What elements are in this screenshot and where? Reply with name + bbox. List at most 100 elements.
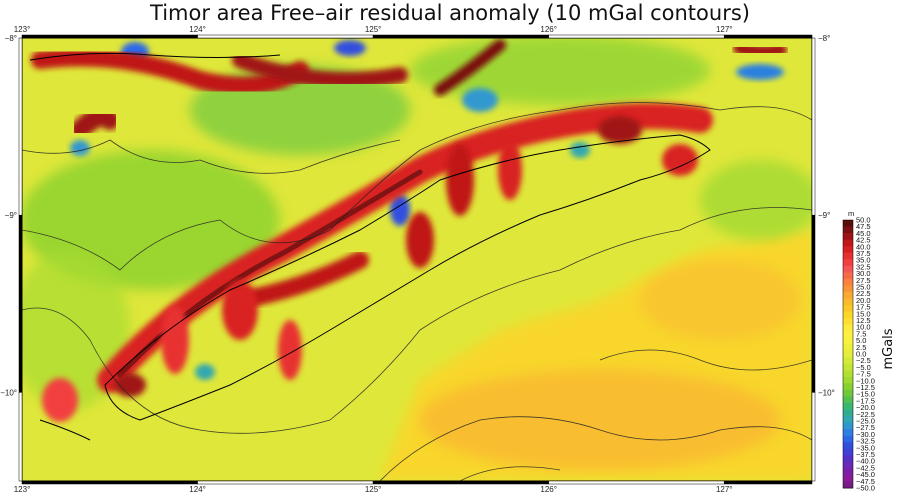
colorbar-label: 2.5	[856, 343, 866, 352]
colorbar-labels: 50.047.545.042.540.037.535.032.530.027.5…	[856, 216, 875, 493]
colorbar-swatch	[843, 370, 853, 378]
colorbar-swatch	[843, 416, 853, 424]
lon-tick-label-top: 126°	[540, 25, 557, 34]
colorbar-label: −12.5	[856, 383, 875, 392]
longitude-ticks-top: 123° 124° 125° 126° 127°	[14, 25, 733, 34]
lat-tick-label-right: −9°	[818, 211, 830, 220]
colorbar-label: 10.0	[856, 323, 871, 332]
colorbar-swatch	[843, 311, 853, 319]
frame-bar-bottom	[21, 480, 198, 485]
colorbar-label: 0.0	[856, 350, 866, 359]
colorbar-swatch	[843, 324, 853, 332]
frame-bar-bottom	[723, 480, 813, 485]
anomaly-field	[22, 38, 812, 481]
colorbar-label: −47.5	[856, 477, 875, 486]
frame-bar-right	[811, 392, 816, 482]
colorbar-swatch	[843, 357, 853, 365]
colorbar-swatch	[843, 259, 853, 267]
colorbar-swatch	[843, 220, 853, 228]
colorbar-label: 5.0	[856, 336, 866, 345]
colorbar-label: −42.5	[856, 463, 875, 472]
colorbar-label: −45.0	[856, 470, 875, 479]
colorbar-label: −37.5	[856, 450, 875, 459]
colorbar-label: −50.0	[856, 484, 875, 493]
colorbar-label: −5.0	[856, 363, 871, 372]
colorbar-swatch	[843, 252, 853, 260]
colorbar-label: 20.0	[856, 296, 871, 305]
frame-bar-top	[723, 34, 813, 39]
colorbar-label: −10.0	[856, 376, 875, 385]
colorbar-swatch	[843, 396, 853, 404]
colorbar-swatch	[843, 291, 853, 299]
lat-tick-label-right: −10°	[818, 388, 835, 397]
lon-tick-label-top: 127°	[716, 25, 733, 34]
colorbar-label: −7.5	[856, 370, 871, 379]
colorbar-label: −27.5	[856, 423, 875, 432]
frame-bar-bottom	[197, 480, 374, 485]
colorbar-label: −40.0	[856, 457, 875, 466]
frame-bar-top	[197, 34, 374, 39]
colorbar-label: 30.0	[856, 269, 871, 278]
colorbar-swatch	[843, 455, 853, 463]
colorbar-swatch	[843, 403, 853, 411]
lat-tick-label-left: −8°	[5, 34, 17, 43]
colorbar-swatch	[843, 429, 853, 437]
colorbar-swatch	[843, 474, 853, 482]
colorbar-label: 15.0	[856, 309, 871, 318]
colorbar-label: 12.5	[856, 316, 871, 325]
frame-bar-right	[811, 214, 816, 393]
colorbar-swatch	[843, 383, 853, 391]
colorbar-swatch	[843, 233, 853, 241]
colorbar-swatch	[843, 226, 853, 234]
colorbar: m 50.047.545.042.540.037.535.032.530.027…	[842, 209, 896, 493]
frame-bar-top	[548, 34, 725, 39]
colorbar-swatch	[843, 481, 853, 489]
colorbar-label: 22.5	[856, 289, 871, 298]
colorbar-swatch	[843, 468, 853, 476]
colorbar-swatch	[843, 448, 853, 456]
colorbar-label: 35.0	[856, 256, 871, 265]
colorbar-label: 17.5	[856, 303, 871, 312]
lon-tick-label-bottom: 123°	[14, 485, 31, 493]
colorbar-label: 25.0	[856, 283, 871, 292]
longitude-ticks-bottom: 123° 124° 125° 126° 127°	[14, 485, 733, 493]
frame-bar-top	[21, 34, 198, 39]
lon-tick-label-bottom: 127°	[716, 485, 733, 493]
colorbar-label: 37.5	[856, 249, 871, 258]
colorbar-swatches	[842, 219, 854, 489]
colorbar-label: −25.0	[856, 417, 875, 426]
frame-bar-left	[18, 392, 23, 482]
latitude-ticks-left: −8° −9° −10°	[0, 34, 17, 397]
colorbar-label: −22.5	[856, 410, 875, 419]
colorbar-swatch	[843, 442, 853, 450]
colorbar-swatch	[843, 298, 853, 306]
colorbar-swatch	[843, 331, 853, 339]
colorbar-unit: mGals	[881, 328, 896, 369]
lon-tick-label-top: 124°	[189, 25, 206, 34]
colorbar-swatch	[843, 363, 853, 371]
colorbar-swatch	[843, 285, 853, 293]
colorbar-swatch	[843, 435, 853, 443]
map-title: Timor area Free–air residual anomaly (10…	[150, 1, 750, 25]
frame-bar-bottom	[372, 480, 549, 485]
colorbar-swatch	[843, 246, 853, 254]
colorbar-label: −30.0	[856, 430, 875, 439]
lon-tick-label-bottom: 124°	[189, 485, 206, 493]
frame-bar-right	[811, 37, 816, 216]
lat-tick-label-left: −10°	[0, 388, 17, 397]
colorbar-swatch	[843, 422, 853, 430]
colorbar-label: 42.5	[856, 236, 871, 245]
frame-bar-left	[18, 37, 23, 216]
latitude-ticks-right: −8° −9° −10°	[818, 34, 835, 397]
colorbar-swatch	[843, 344, 853, 352]
colorbar-label: −20.0	[856, 403, 875, 412]
frame-bar-bottom	[548, 480, 725, 485]
colorbar-label: 50.0	[856, 216, 871, 225]
colorbar-swatch	[843, 318, 853, 326]
colorbar-label: −35.0	[856, 443, 875, 452]
colorbar-label: 40.0	[856, 242, 871, 251]
colorbar-swatch	[843, 337, 853, 345]
lon-tick-label-top: 125°	[365, 25, 382, 34]
colorbar-swatch	[843, 389, 853, 397]
